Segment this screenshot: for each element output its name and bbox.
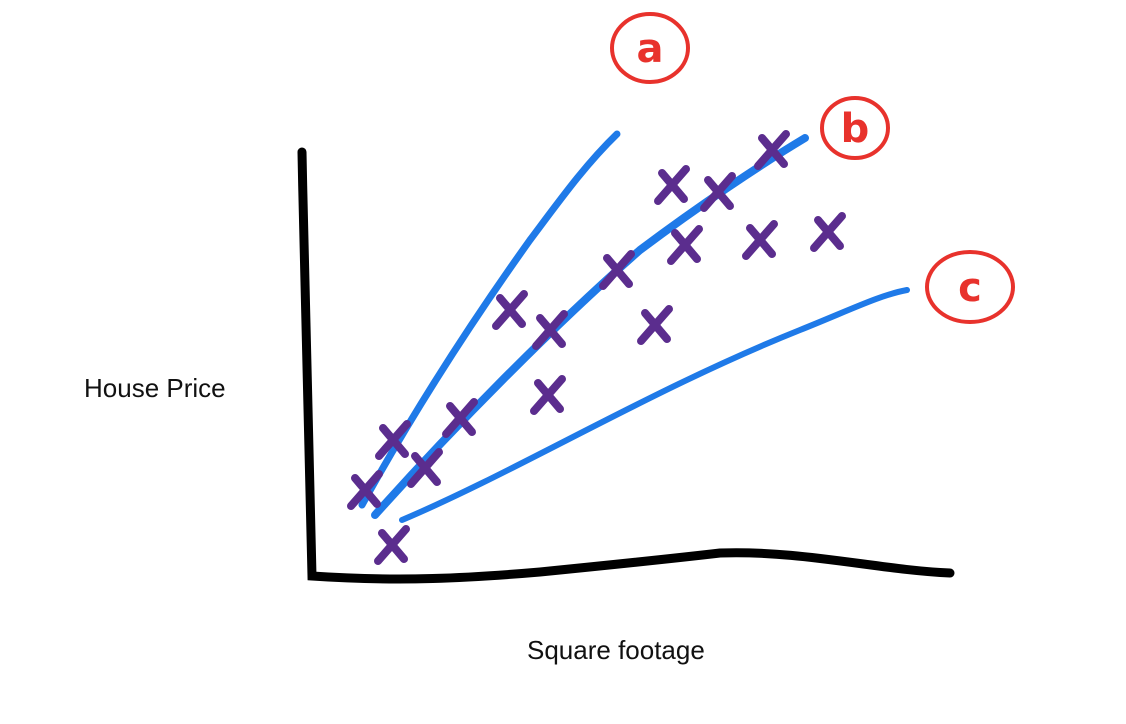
- y-axis-label: House Price: [84, 373, 226, 403]
- cross-mark: [530, 375, 566, 415]
- cross-mark: [375, 420, 411, 460]
- cross-mark: [492, 290, 528, 330]
- cross-mark: [637, 305, 673, 345]
- x-axis-label: Square footage: [527, 635, 705, 665]
- line-label: b: [841, 106, 870, 152]
- label-circle: [610, 12, 690, 84]
- line-label: a: [637, 26, 664, 72]
- line-label: c: [958, 265, 982, 311]
- cross-mark: [742, 220, 778, 260]
- cross-mark: [700, 172, 736, 212]
- cross-mark: [442, 398, 478, 438]
- cross-mark: [667, 225, 703, 265]
- data-points: [347, 130, 846, 565]
- label-circle: [925, 250, 1015, 324]
- cross-mark: [810, 212, 846, 252]
- cross-mark: [754, 130, 790, 170]
- line-c: [399, 287, 910, 523]
- cross-mark: [407, 448, 443, 488]
- line-b: [371, 134, 809, 519]
- cross-mark: [532, 310, 568, 350]
- cross-mark: [654, 165, 690, 205]
- label-circle: [820, 96, 890, 160]
- cross-mark: [599, 250, 635, 290]
- axes: [297, 147, 955, 584]
- cross-mark: [374, 525, 410, 565]
- cross-mark: [347, 470, 383, 510]
